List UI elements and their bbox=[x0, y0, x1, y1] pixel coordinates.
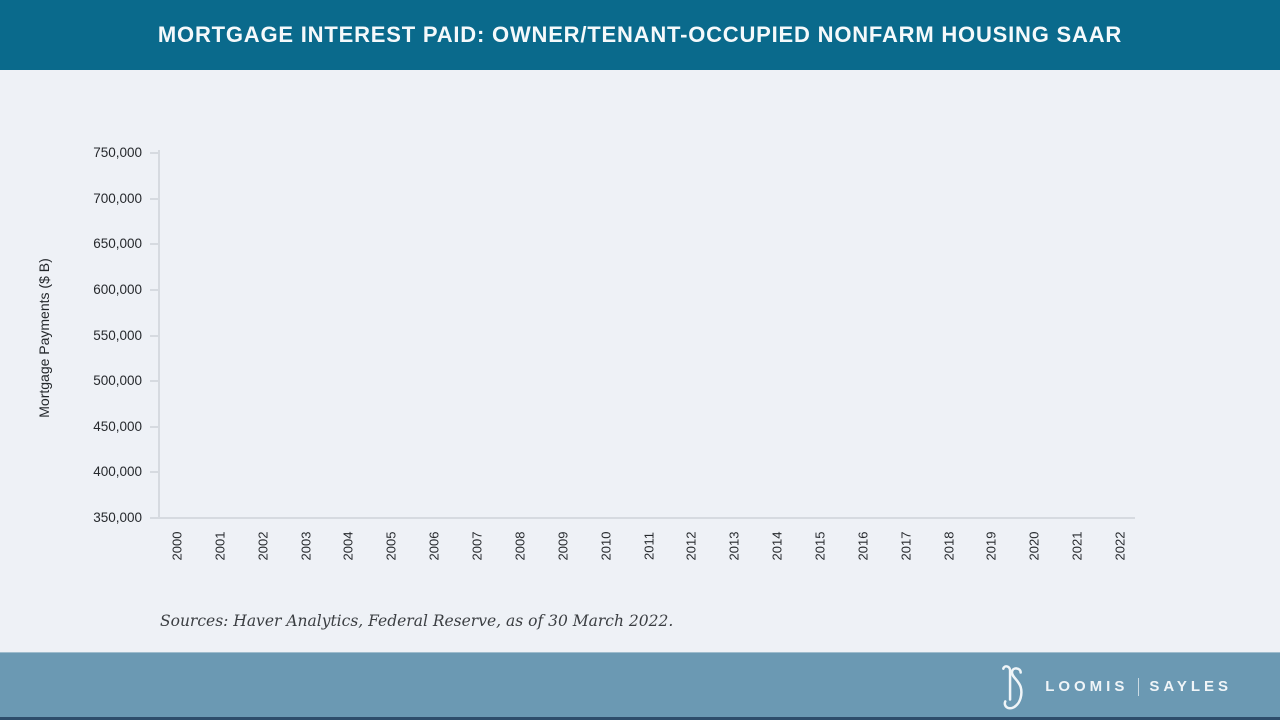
x-tick-label: 2003 bbox=[298, 531, 314, 561]
x-tick-label: 2014 bbox=[769, 531, 785, 561]
x-tick-label: 2000 bbox=[169, 531, 185, 561]
brand-sayles: SAYLES bbox=[1149, 678, 1232, 695]
x-tick-label: 2022 bbox=[1112, 531, 1128, 561]
x-tick-label: 2012 bbox=[683, 531, 699, 561]
x-tick-label: 2009 bbox=[555, 531, 571, 561]
x-tick-label: 2001 bbox=[212, 531, 228, 561]
y-tick-mark bbox=[150, 197, 158, 200]
y-tick-mark bbox=[150, 380, 158, 383]
x-tick-label: 2020 bbox=[1026, 531, 1042, 561]
x-tick-label: 2016 bbox=[855, 531, 871, 561]
x-tick-label: 2015 bbox=[812, 531, 828, 561]
y-tick-mark bbox=[150, 152, 158, 154]
y-tick-label: 400,000 bbox=[93, 464, 142, 480]
y-tick-mark bbox=[150, 334, 158, 337]
source-note: Sources: Haver Analytics, Federal Reserv… bbox=[160, 612, 674, 630]
footer-bar: LOOMIS SAYLES bbox=[0, 652, 1280, 720]
x-tick-label: 2011 bbox=[641, 532, 656, 560]
x-tick-label: 2017 bbox=[898, 531, 914, 561]
y-tick-label: 750,000 bbox=[93, 145, 142, 160]
y-tick-mark bbox=[150, 425, 158, 428]
x-tick-label: 2018 bbox=[941, 531, 957, 561]
loomis-sayles-monogram-icon bbox=[995, 661, 1029, 713]
x-tick-label: 2006 bbox=[426, 531, 442, 561]
y-tick-label: 550,000 bbox=[93, 327, 142, 343]
brand-divider bbox=[1138, 677, 1140, 696]
brand-lockup: LOOMIS SAYLES bbox=[995, 661, 1232, 713]
y-tick-mark bbox=[150, 517, 158, 519]
y-tick-label: 350,000 bbox=[93, 510, 142, 525]
title-bar: MORTGAGE INTEREST PAID: OWNER/TENANT-OCC… bbox=[0, 0, 1280, 70]
y-tick-label: 700,000 bbox=[93, 190, 142, 206]
y-tick-label: 600,000 bbox=[93, 281, 142, 297]
y-tick-mark bbox=[150, 243, 158, 246]
y-tick-mark bbox=[150, 471, 158, 474]
x-axis-line bbox=[158, 517, 1135, 519]
x-tick-label: 2007 bbox=[469, 531, 485, 561]
x-tick-label: 2008 bbox=[512, 531, 528, 561]
x-tick-label: 2013 bbox=[726, 531, 742, 561]
brand-loomis: LOOMIS bbox=[1045, 678, 1129, 695]
x-tick-label: 2010 bbox=[598, 531, 614, 561]
y-tick-label: 450,000 bbox=[93, 418, 142, 434]
x-tick-label: 2021 bbox=[1069, 531, 1085, 561]
y-tick-mark bbox=[150, 288, 158, 291]
x-tick-label: 2002 bbox=[255, 531, 271, 561]
slide-title: MORTGAGE INTEREST PAID: OWNER/TENANT-OCC… bbox=[157, 22, 1123, 47]
y-tick-label: 500,000 bbox=[93, 373, 142, 389]
brand-wordmark: LOOMIS SAYLES bbox=[1045, 677, 1232, 696]
footer-accent-stripe bbox=[0, 717, 1280, 720]
y-axis-line bbox=[158, 150, 160, 518]
plot-area: 750,000 700,000 650,000 600,000 550,000 500,0… bbox=[93, 145, 1135, 560]
y-tick-label: 650,000 bbox=[93, 236, 142, 252]
x-tick-label: 2005 bbox=[383, 531, 399, 561]
x-tick-label: 2019 bbox=[983, 531, 999, 561]
x-tick-label: 2004 bbox=[340, 531, 356, 561]
